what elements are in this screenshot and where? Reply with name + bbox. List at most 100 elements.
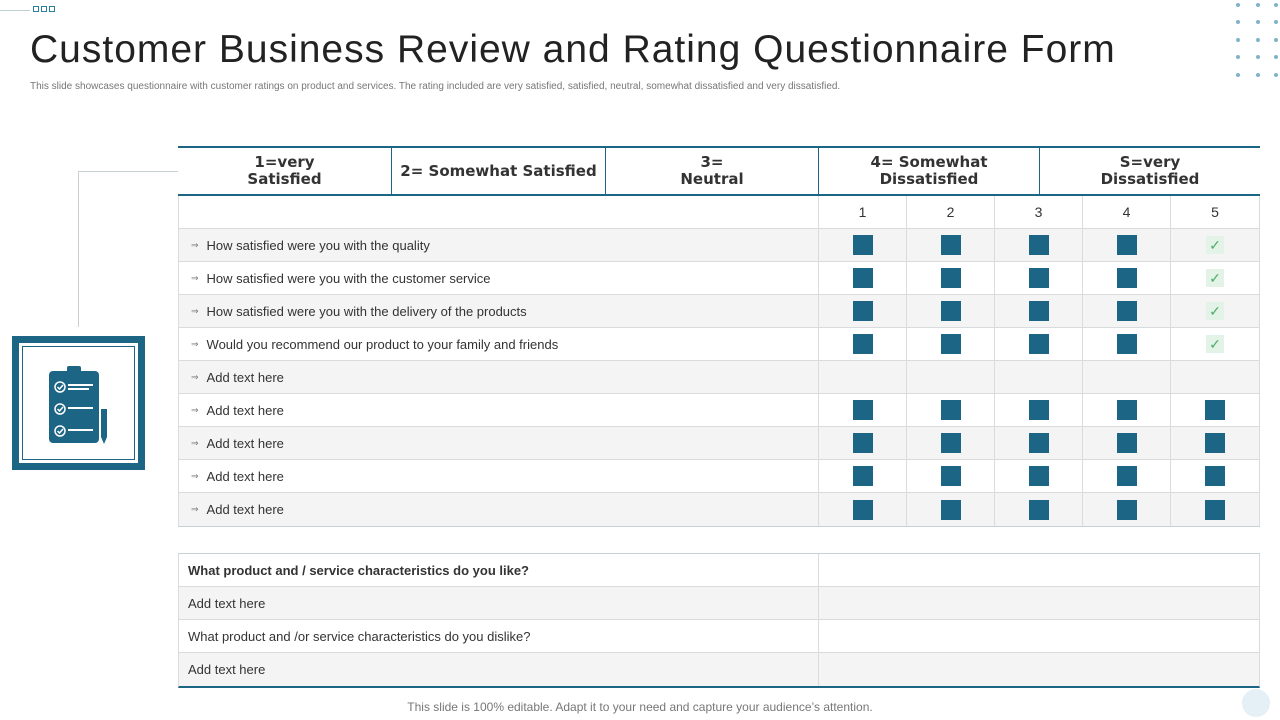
rating-cell[interactable] <box>1083 427 1171 459</box>
rating-box[interactable] <box>1116 268 1137 288</box>
rating-cell[interactable]: ✓ <box>1171 229 1259 261</box>
rating-box[interactable] <box>1028 334 1049 354</box>
rating-cell[interactable] <box>1171 361 1259 393</box>
rating-box[interactable] <box>940 400 961 420</box>
checkmark-icon[interactable]: ✓ <box>1206 236 1224 254</box>
rating-box[interactable] <box>1205 499 1225 520</box>
rating-cell[interactable] <box>907 394 995 426</box>
corner-circle <box>1242 689 1270 717</box>
rating-cell[interactable] <box>1171 394 1259 426</box>
rating-box[interactable] <box>1028 235 1049 255</box>
rating-cell[interactable] <box>995 295 1083 327</box>
rating-box[interactable] <box>852 466 873 486</box>
rating-cell[interactable] <box>907 493 995 526</box>
rating-box[interactable] <box>1028 466 1049 486</box>
rating-box[interactable] <box>1205 466 1225 486</box>
question-row: ⇒ How satisfied were you with the quality… <box>179 229 1259 262</box>
rating-cell[interactable] <box>1083 229 1171 261</box>
rating-cell[interactable] <box>995 361 1083 393</box>
open-questions-table: What product and / service characteristi… <box>178 553 1260 688</box>
rating-cell[interactable] <box>819 361 907 393</box>
rating-cell[interactable] <box>995 427 1083 459</box>
rating-cell[interactable] <box>907 229 995 261</box>
rating-cell[interactable] <box>819 493 907 526</box>
rating-box[interactable] <box>940 433 961 453</box>
rating-box[interactable] <box>940 499 961 520</box>
question-text: Add text here <box>206 468 284 484</box>
rating-cell[interactable] <box>907 361 995 393</box>
rating-box[interactable] <box>852 334 873 354</box>
rating-cell[interactable] <box>819 295 907 327</box>
answer-cell[interactable] <box>819 620 1259 652</box>
rating-box[interactable] <box>1028 301 1049 321</box>
rating-cell[interactable] <box>995 262 1083 294</box>
rating-box[interactable] <box>1205 433 1225 453</box>
rating-cell[interactable] <box>907 427 995 459</box>
rating-cell[interactable] <box>995 460 1083 492</box>
rating-cell[interactable] <box>995 229 1083 261</box>
rating-cell[interactable] <box>819 394 907 426</box>
rating-box[interactable] <box>1116 499 1137 520</box>
rating-cell[interactable] <box>907 328 995 360</box>
rating-cell[interactable] <box>995 394 1083 426</box>
rating-cell[interactable] <box>819 262 907 294</box>
answer-cell[interactable] <box>819 554 1259 586</box>
rating-box[interactable] <box>1116 301 1137 321</box>
answer-cell[interactable] <box>819 653 1259 686</box>
rating-cell[interactable] <box>995 328 1083 360</box>
rating-cell[interactable]: ✓ <box>1171 328 1259 360</box>
checkmark-icon[interactable]: ✓ <box>1206 302 1224 320</box>
rating-box[interactable] <box>940 466 961 486</box>
rating-cell[interactable] <box>1083 262 1171 294</box>
rating-box[interactable] <box>852 499 873 520</box>
rating-cell[interactable] <box>1171 460 1259 492</box>
rating-cell[interactable] <box>819 328 907 360</box>
double-arrow-icon: ⇒ <box>191 404 199 415</box>
checkmark-icon[interactable]: ✓ <box>1206 269 1224 287</box>
rating-cell[interactable] <box>907 262 995 294</box>
rating-cell[interactable] <box>819 460 907 492</box>
checkmark-icon[interactable]: ✓ <box>1206 335 1224 353</box>
open-question-text: Add text here <box>179 653 819 686</box>
rating-box[interactable] <box>1116 433 1137 453</box>
rating-box[interactable] <box>852 235 873 255</box>
rating-box[interactable] <box>1116 334 1137 354</box>
rating-box[interactable] <box>1028 400 1049 420</box>
rating-box[interactable] <box>852 400 873 420</box>
rating-cell[interactable] <box>907 460 995 492</box>
rating-box[interactable] <box>940 301 961 321</box>
question-row: ⇒ Add text here <box>179 427 1259 460</box>
question-row: ⇒ Add text here <box>179 460 1259 493</box>
rating-cell[interactable] <box>1083 361 1171 393</box>
header-very-satisfied: 1=very Satisfied <box>247 153 322 188</box>
rating-cell[interactable] <box>1171 427 1259 459</box>
answer-cell[interactable] <box>819 587 1259 619</box>
rating-box[interactable] <box>1116 466 1137 486</box>
rating-box[interactable] <box>940 235 961 255</box>
open-question-text: Add text here <box>179 587 819 619</box>
rating-cell[interactable] <box>1083 394 1171 426</box>
rating-cell[interactable] <box>995 493 1083 526</box>
rating-box[interactable] <box>1205 400 1225 420</box>
rating-box[interactable] <box>1028 433 1049 453</box>
rating-box[interactable] <box>940 334 961 354</box>
rating-box[interactable] <box>1028 499 1049 520</box>
rating-cell[interactable] <box>819 427 907 459</box>
rating-cell[interactable] <box>1083 460 1171 492</box>
rating-cell[interactable] <box>819 229 907 261</box>
rating-cell[interactable] <box>1083 328 1171 360</box>
rating-cell[interactable]: ✓ <box>1171 295 1259 327</box>
rating-box[interactable] <box>1116 235 1137 255</box>
rating-box[interactable] <box>852 433 873 453</box>
rating-box[interactable] <box>852 301 873 321</box>
open-question-text: What product and / service characteristi… <box>179 554 819 586</box>
rating-box[interactable] <box>940 268 961 288</box>
rating-box[interactable] <box>1028 268 1049 288</box>
rating-cell[interactable] <box>1083 493 1171 526</box>
rating-box[interactable] <box>852 268 873 288</box>
rating-box[interactable] <box>1116 400 1137 420</box>
rating-cell[interactable] <box>1171 493 1259 526</box>
rating-cell[interactable] <box>907 295 995 327</box>
rating-cell[interactable]: ✓ <box>1171 262 1259 294</box>
rating-cell[interactable] <box>1083 295 1171 327</box>
